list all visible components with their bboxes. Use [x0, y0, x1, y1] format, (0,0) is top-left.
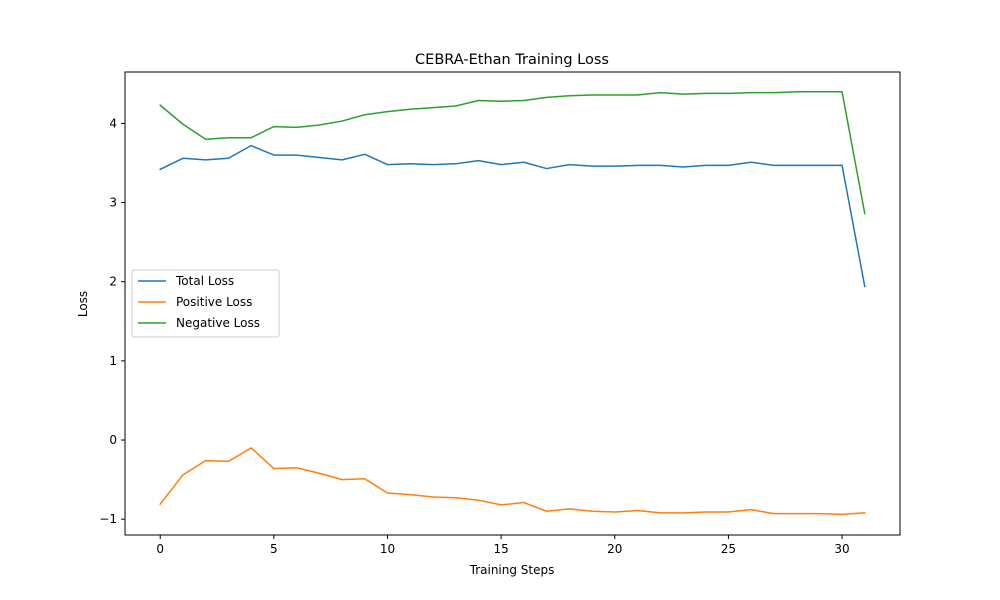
y-tick-label: 1	[109, 354, 117, 368]
legend: Total Loss Positive Loss Negative Loss	[131, 269, 280, 338]
y-tick-label: 2	[109, 275, 117, 289]
legend-label: Positive Loss	[176, 295, 252, 309]
legend-box	[131, 269, 280, 338]
x-tick-label: 5	[270, 542, 278, 556]
x-axis-label: Training Steps	[469, 563, 555, 577]
x-tick-label: 30	[834, 542, 849, 556]
y-tick-label: 0	[109, 433, 117, 447]
series-line-positive-loss	[159, 447, 866, 516]
x-tick-label: 20	[607, 542, 622, 556]
x-tick-label: 0	[156, 542, 164, 556]
y-axis-label: Loss	[76, 291, 90, 317]
y-tick-label: −1	[99, 512, 117, 526]
x-tick-label: 10	[380, 542, 395, 556]
plot-frame	[124, 71, 901, 536]
x-tick-label: 15	[493, 542, 508, 556]
x-axis: 0 5 10 15 20 25 30	[156, 535, 850, 556]
series-line-total-loss	[159, 144, 866, 288]
legend-label: Total Loss	[175, 274, 234, 288]
y-axis: −1 0 1 2 3 4	[99, 116, 125, 526]
legend-label: Negative Loss	[176, 316, 260, 330]
y-tick-label: 3	[109, 196, 117, 210]
x-tick-label: 25	[721, 542, 736, 556]
y-tick-label: 4	[109, 116, 117, 130]
series-line-negative-loss	[159, 91, 866, 215]
series-layer	[159, 91, 866, 516]
chart-title: CEBRA-Ethan Training Loss	[415, 52, 609, 68]
